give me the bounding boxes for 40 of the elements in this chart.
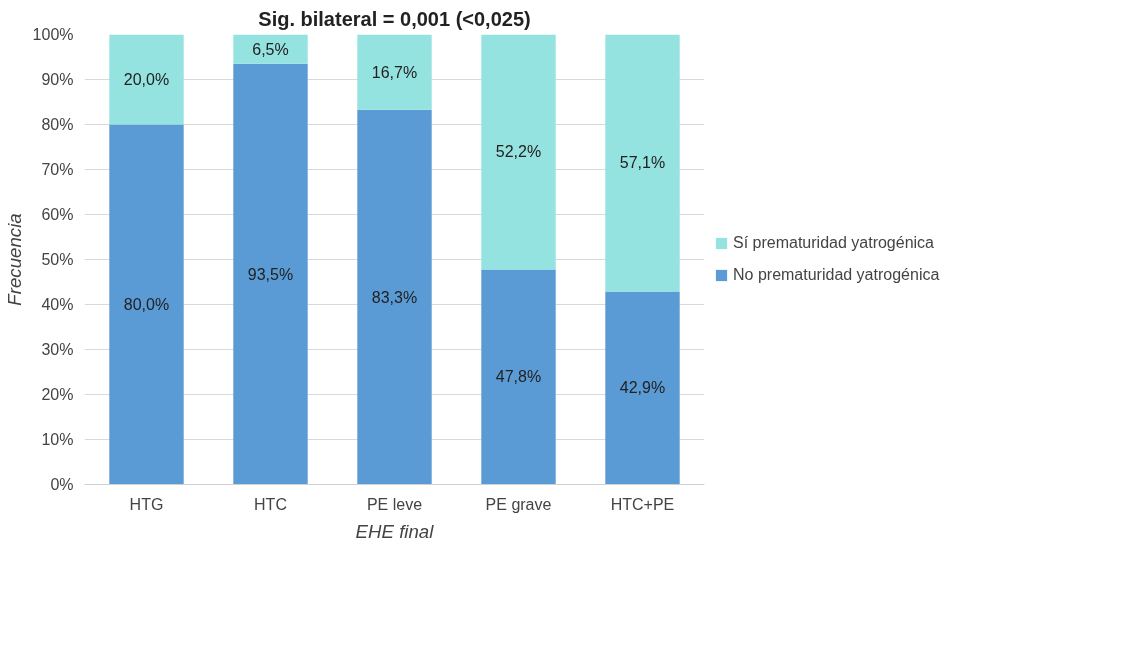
bar [109,34,184,125]
y-axis-title: Frecuencia [3,213,25,306]
bar [357,34,432,110]
x-tick-label: HTG [129,495,164,513]
legend-label: No prematuridad yatrogénica [733,266,940,284]
bar [605,291,680,485]
data-label: 47,8% [495,368,542,386]
y-tick-label: 0% [50,476,74,493]
bar [481,269,556,485]
y-tick-label: 80% [41,116,74,133]
y-tick-label: 30% [41,341,74,358]
data-label: 16,7% [371,63,418,81]
data-label: 80,0% [123,296,170,313]
x-tick-label: HTC+PE [610,495,675,513]
y-tick-label: 40% [41,296,74,313]
data-label: 93,5% [247,265,294,283]
bar [233,63,308,485]
x-tick-label: PE grave [485,495,552,513]
bar [481,34,556,270]
data-label: 83,3% [371,288,418,306]
data-label: 6,5% [252,40,289,58]
y-tick-label: 50% [41,251,74,268]
y-tick-label: 10% [41,431,74,448]
bar [109,124,184,485]
x-axis-title: EHE final [355,520,435,542]
y-tick-label: 100% [32,26,74,43]
chart-title: Sig. bilateral = 0,001 (<0,025) [258,7,531,30]
y-tick-label: 20% [41,386,74,403]
x-tick-label: PE leve [366,495,423,513]
bar [357,109,432,485]
data-label: 20,0% [123,71,170,88]
data-label: 52,2% [495,143,542,161]
y-tick-label: 90% [41,71,74,88]
y-tick-label: 70% [41,161,74,178]
bar [605,34,680,292]
data-label: 57,1% [619,154,666,172]
y-tick-label: 60% [41,206,74,223]
data-label: 42,9% [619,379,666,397]
legend-label: Sí prematuridad yatrogénica [733,234,934,252]
x-tick-label: HTC [254,495,287,513]
